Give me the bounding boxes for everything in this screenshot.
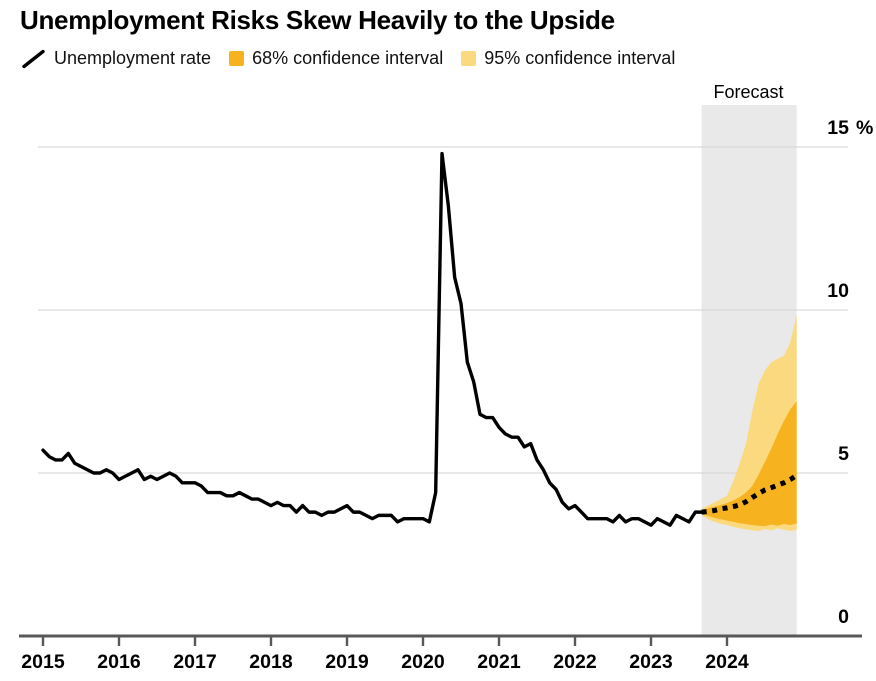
x-tick-label-2020: 2020 [401, 651, 445, 673]
legend-item-ci68: 68% confidence interval [229, 48, 443, 69]
unemployment-rate-line [41, 151, 704, 527]
legend-label-ci95: 95% confidence interval [484, 48, 676, 68]
x-tick-label-2021: 2021 [477, 651, 521, 673]
y-tick-label-10: 10 [827, 280, 849, 302]
line-slash-icon [22, 49, 45, 68]
legend: Unemployment rate 68% confidence interva… [22, 48, 675, 69]
y-tick-label-0: 0 [838, 606, 849, 628]
forecast-median-line [701, 473, 799, 515]
y-tick-label-15: 15 [827, 117, 849, 139]
x-tick-label-2017: 2017 [173, 651, 216, 673]
y-tick-label-5: 5 [838, 443, 849, 465]
x-tick-label-2018: 2018 [249, 651, 293, 673]
x-tick-label-2024: 2024 [705, 651, 749, 673]
x-tick-label-2016: 2016 [97, 651, 141, 673]
legend-label-unemployment-rate: Unemployment rate [54, 48, 212, 68]
legend-item-ci95: 95% confidence interval [461, 48, 675, 69]
y-axis-unit-label: % [856, 117, 873, 139]
x-tick-label-2023: 2023 [629, 651, 673, 673]
forecast-region-label: Forecast [713, 82, 784, 102]
ci68-band [701, 401, 797, 527]
x-tick-label-2015: 2015 [21, 651, 65, 673]
x-tick-label-2022: 2022 [553, 651, 597, 673]
ci95-swatch-icon [461, 51, 477, 66]
ci68-swatch-icon [229, 51, 245, 66]
x-tick-label-2019: 2019 [325, 651, 369, 673]
chart-title: Unemployment Risks Skew Heavily to the U… [20, 5, 615, 35]
legend-item-unemployment-rate: Unemployment rate [22, 48, 211, 69]
legend-label-ci68: 68% confidence interval [252, 48, 444, 68]
